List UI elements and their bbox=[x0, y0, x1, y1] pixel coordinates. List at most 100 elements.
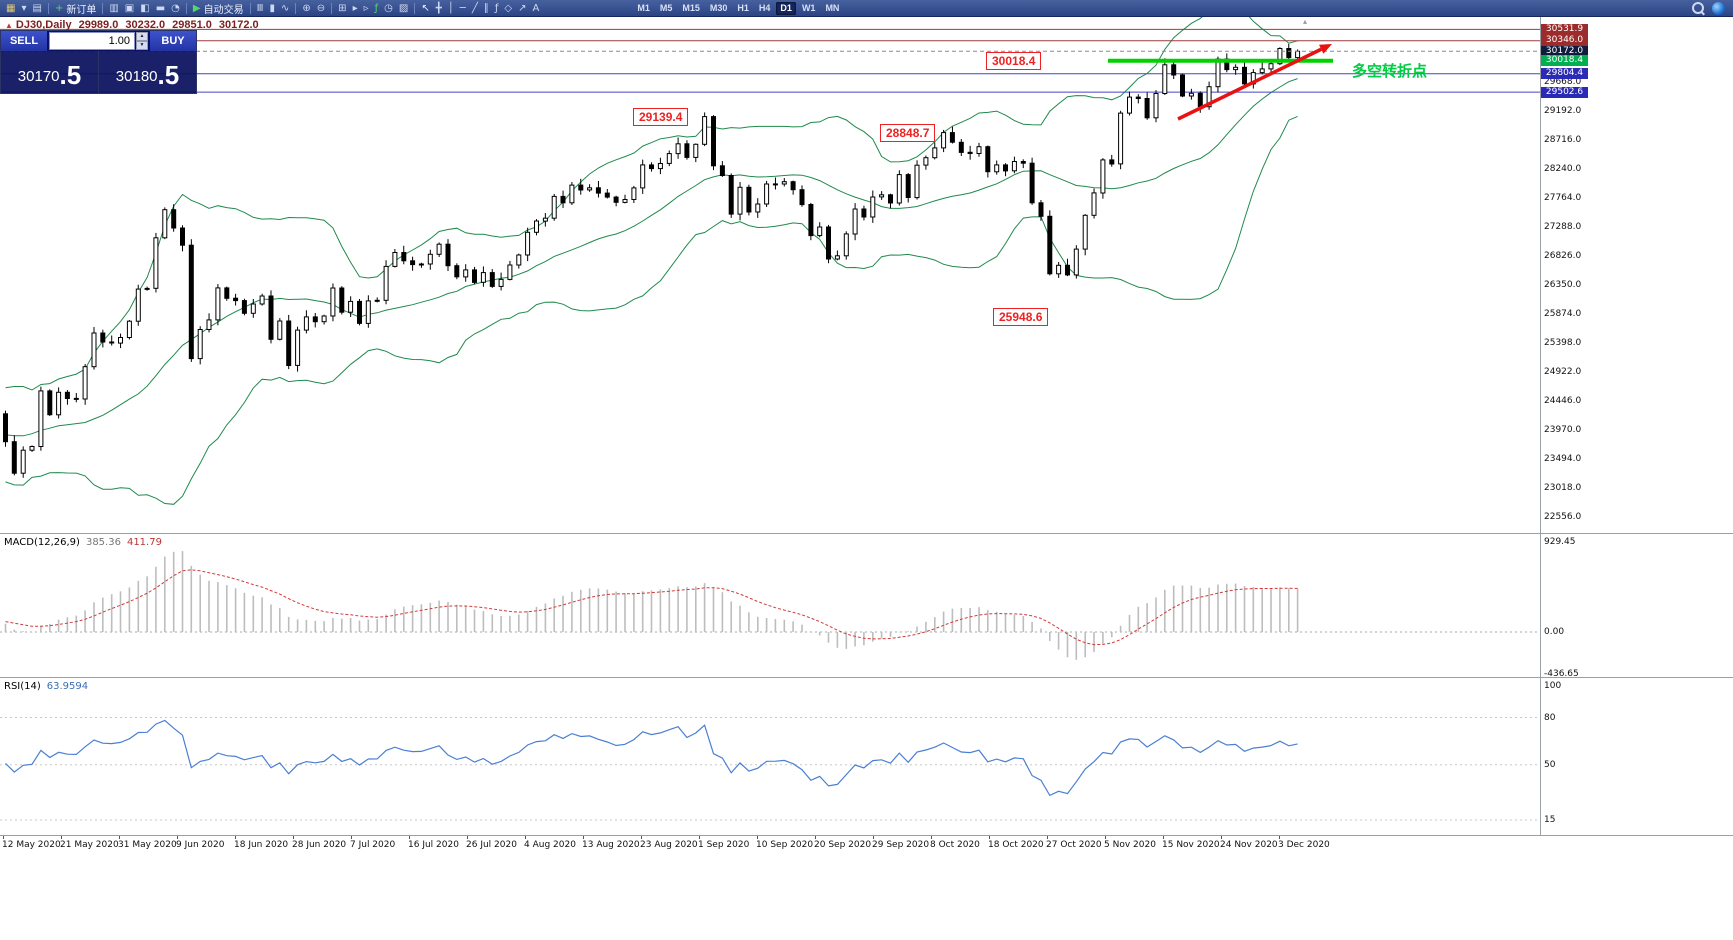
timeframe-h4-button[interactable]: H4 bbox=[758, 2, 771, 13]
price-axis-tick: 25874.0 bbox=[1544, 309, 1582, 319]
timeframe-m15-button[interactable]: M15 bbox=[682, 2, 700, 13]
market-watch-icon: ▥ bbox=[109, 2, 119, 14]
volume-decrease-button[interactable]: ▼ bbox=[136, 41, 148, 50]
chart-shift-marker-icon[interactable]: ▴ bbox=[1303, 17, 1308, 26]
date-axis-tick bbox=[757, 836, 758, 839]
text-label-icon: A bbox=[532, 2, 540, 14]
vertical-line-icon: │ bbox=[447, 2, 454, 14]
sell-price[interactable]: 30170 .5 bbox=[1, 51, 99, 93]
date-axis-label: 1 Sep 2020 bbox=[698, 840, 750, 850]
new-order-button[interactable]: + 新订单 bbox=[52, 1, 99, 16]
price-line-label[interactable]: 29502.6 bbox=[1541, 86, 1588, 98]
date-axis-tick bbox=[235, 836, 236, 839]
zoom-out-button[interactable]: ⊖ bbox=[314, 1, 328, 16]
timeframe-w1-button[interactable]: W1 bbox=[801, 2, 816, 13]
cursor-button[interactable]: ↖ bbox=[418, 1, 432, 16]
autotrading-icon: ▶ bbox=[192, 2, 201, 14]
rsi-axis-tick: 50 bbox=[1544, 759, 1556, 770]
date-axis-tick bbox=[1279, 836, 1280, 839]
price-line-label[interactable]: 30018.4 bbox=[1541, 55, 1588, 67]
one-click-trading-panel: SELL 1.00 ▲ ▼ BUY 30170 .5 30180 .5 bbox=[0, 30, 197, 94]
volume-stepper: ▲ ▼ bbox=[136, 32, 148, 50]
data-window-button[interactable]: ▣ bbox=[122, 1, 137, 16]
price-line-label[interactable]: 29804.4 bbox=[1541, 68, 1588, 80]
vertical-line-button[interactable]: │ bbox=[445, 1, 457, 16]
buy-price[interactable]: 30180 .5 bbox=[99, 51, 196, 93]
navigator-button[interactable]: ◧ bbox=[137, 1, 152, 16]
price-axis-tick: 27764.0 bbox=[1544, 193, 1582, 203]
horizontal-line-button[interactable]: ─ bbox=[457, 1, 469, 16]
price-line-label[interactable]: 30346.0 bbox=[1541, 35, 1588, 47]
zoom-in-button[interactable]: ⊕ bbox=[299, 1, 313, 16]
chart-shift-button[interactable]: ▹ bbox=[361, 1, 372, 16]
macd-panel-canvas[interactable] bbox=[0, 534, 1540, 677]
price-annotation: 30018.4 bbox=[986, 52, 1042, 70]
terminal-button[interactable]: ▬ bbox=[153, 1, 168, 16]
price-line-label[interactable]: 30172.0 bbox=[1541, 45, 1588, 57]
price-axis-tick: 28716.0 bbox=[1544, 135, 1582, 145]
price-annotation: 29139.4 bbox=[633, 108, 689, 126]
price-axis-tick: 22556.0 bbox=[1544, 512, 1582, 522]
date-axis-label: 3 Dec 2020 bbox=[1278, 840, 1330, 850]
periods-dropdown-button[interactable]: ◷ bbox=[381, 1, 396, 16]
timeframe-mn-button[interactable]: MN bbox=[825, 2, 840, 13]
line-chart-button[interactable]: ∿ bbox=[278, 1, 292, 16]
date-axis-tick bbox=[3, 836, 4, 839]
chart-list-dropdown[interactable]: ▾ bbox=[18, 1, 29, 16]
profiles-button[interactable]: ▤ bbox=[29, 1, 44, 16]
channel-button[interactable]: ∥ bbox=[481, 1, 492, 16]
shapes-button[interactable]: ◇ bbox=[501, 1, 515, 16]
templates-button[interactable]: ▨ bbox=[396, 1, 411, 16]
timeframe-d1-button[interactable]: D1 bbox=[776, 1, 796, 15]
market-watch-button[interactable]: ▥ bbox=[106, 1, 121, 16]
buy-button[interactable]: BUY bbox=[150, 31, 196, 51]
toolbar-separator bbox=[249, 2, 251, 14]
indicators-button[interactable]: ƒ bbox=[372, 1, 382, 16]
crosshair-button[interactable]: ╋ bbox=[433, 1, 445, 16]
macd-panel-separator[interactable] bbox=[0, 533, 1733, 534]
timeframe-h1-button[interactable]: H1 bbox=[737, 2, 749, 13]
date-axis-label: 21 May 2020 bbox=[60, 840, 119, 850]
price-line-label[interactable]: 30531.9 bbox=[1541, 23, 1588, 35]
date-axis-label: 12 May 2020 bbox=[2, 840, 61, 850]
main-chart-canvas[interactable] bbox=[0, 17, 1540, 533]
new-order-icon: + bbox=[54, 2, 64, 14]
date-axis-label: 7 Jul 2020 bbox=[350, 840, 396, 850]
date-axis-tick bbox=[1105, 836, 1106, 839]
price-axis-tick: 24446.0 bbox=[1544, 396, 1582, 406]
date-axis-label: 23 Aug 2020 bbox=[640, 840, 698, 850]
timeframe-m30-button[interactable]: M30 bbox=[709, 2, 728, 13]
date-axis-label: 8 Oct 2020 bbox=[930, 840, 980, 850]
date-axis-tick bbox=[61, 836, 62, 839]
volume-input[interactable]: 1.00 bbox=[49, 32, 135, 50]
trendline-button[interactable]: ╱ bbox=[469, 1, 481, 16]
shapes-icon: ◇ bbox=[504, 2, 513, 14]
arrows-button[interactable]: ↗ bbox=[515, 1, 529, 16]
cursor-icon: ↖ bbox=[421, 2, 430, 14]
metaquotes-logo-icon[interactable] bbox=[1712, 1, 1725, 15]
price-axis-tick: 26826.0 bbox=[1544, 251, 1582, 261]
search-icon[interactable] bbox=[1692, 2, 1704, 14]
volume-increase-button[interactable]: ▲ bbox=[136, 32, 148, 41]
periods-dropdown-icon: ◷ bbox=[384, 2, 393, 14]
toolbar-separator bbox=[331, 2, 333, 14]
tile-windows-button[interactable]: ⊞ bbox=[335, 1, 349, 16]
sell-button[interactable]: SELL bbox=[1, 31, 47, 51]
data-window-icon: ▣ bbox=[124, 2, 135, 14]
candlestick-chart-button[interactable]: ▮ bbox=[266, 1, 278, 16]
strategy-tester-button[interactable]: ◔ bbox=[168, 1, 183, 16]
fibonacci-button[interactable]: ƒ bbox=[492, 1, 502, 16]
timeframe-m5-button[interactable]: M5 bbox=[659, 2, 673, 13]
timeframe-m1-button[interactable]: M1 bbox=[637, 2, 650, 13]
rsi-panel-canvas[interactable] bbox=[0, 678, 1540, 835]
new-chart-button[interactable]: ▦ bbox=[3, 1, 18, 16]
rsi-panel-separator[interactable] bbox=[0, 677, 1733, 678]
date-axis-label: 13 Aug 2020 bbox=[582, 840, 640, 850]
auto-scroll-button[interactable]: ▸ bbox=[350, 1, 361, 16]
macd-axis-tick: 0.00 bbox=[1544, 627, 1565, 637]
timeframe-toolbar: M1 M5 M15 M30 H1 H4 D1 W1 MN bbox=[632, 1, 844, 15]
text-label-button[interactable]: A bbox=[529, 1, 542, 16]
date-axis-tick bbox=[293, 836, 294, 839]
bar-chart-button[interactable]: Ⅲ bbox=[254, 1, 267, 16]
autotrading-button[interactable]: ▶ 自动交易 bbox=[190, 1, 247, 16]
